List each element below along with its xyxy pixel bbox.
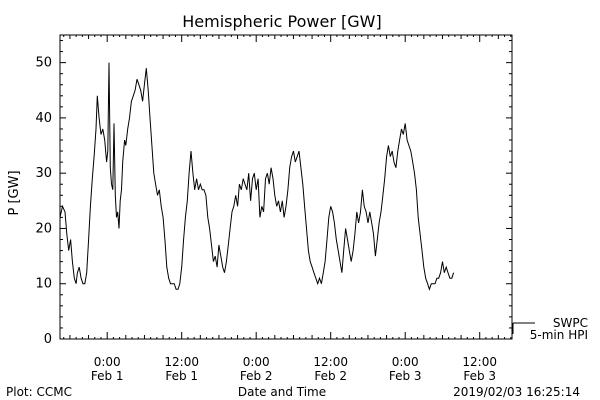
plot-frame (59, 34, 513, 340)
y-axis-label: P [GW] (7, 170, 22, 215)
y-axis: 0 10 20 30 40 50 (35, 40, 512, 347)
timestamp: 2019/02/03 16:25:14 (453, 385, 580, 399)
x-axis-label: Date and Time (238, 385, 326, 399)
y-tick-label: 10 (35, 277, 52, 292)
x-tick-date-label: Feb 1 (165, 369, 198, 383)
legend-hpi-label: 5-min HPI (530, 328, 588, 342)
x-tick-time-label: 0:00 (392, 355, 419, 369)
legend-swpc-label: SWPC (553, 316, 588, 330)
plot-credit: Plot: CCMC (6, 385, 72, 399)
y-tick-label: 50 (35, 56, 52, 71)
series-line-hpi (59, 62, 455, 291)
x-tick-time-label: 12:00 (462, 355, 497, 369)
x-tick-time-label: 12:00 (164, 355, 199, 369)
x-tick-date-label: Feb 1 (91, 369, 124, 383)
x-tick-time-label: 0:00 (243, 355, 270, 369)
x-tick-date-label: Feb 3 (389, 369, 422, 383)
y-tick-label: 0 (44, 332, 52, 347)
x-tick-time-label: 0:00 (94, 355, 121, 369)
x-tick-date-label: Feb 2 (314, 369, 347, 383)
y-tick-label: 30 (35, 166, 52, 181)
y-tick-label: 20 (35, 221, 52, 236)
x-tick-date-label: Feb 3 (463, 369, 496, 383)
y-tick-label: 40 (35, 111, 52, 126)
x-tick-date-label: Feb 2 (240, 369, 273, 383)
legend: SWPC 5-min HPI (512, 316, 588, 342)
chart-title: Hemispheric Power [GW] (182, 12, 381, 31)
series-group (59, 62, 455, 291)
x-tick-time-label: 12:00 (313, 355, 348, 369)
